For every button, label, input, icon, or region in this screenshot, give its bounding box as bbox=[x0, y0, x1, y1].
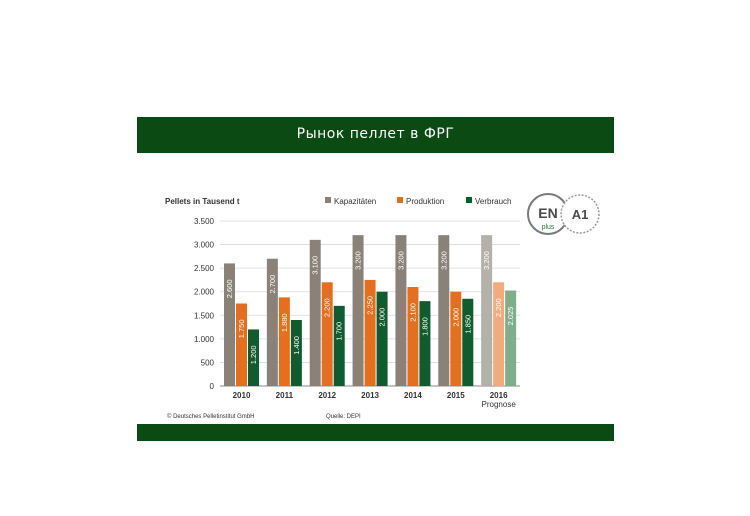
bar bbox=[419, 301, 431, 386]
y-tick-label: 2.000 bbox=[194, 288, 215, 297]
copyright-text: © Deutsches Pelletinstitut GmbH bbox=[167, 413, 254, 420]
bar bbox=[352, 235, 364, 386]
bar bbox=[376, 291, 388, 386]
bar-value-label: 1.750 bbox=[237, 320, 246, 339]
bar-value-label: 2.000 bbox=[378, 308, 387, 327]
source-text: Quelle: DEPI bbox=[326, 414, 361, 420]
footer-band bbox=[137, 424, 614, 441]
bar-value-label: 2.000 bbox=[451, 308, 460, 327]
bar bbox=[309, 239, 321, 386]
legend-swatch bbox=[397, 197, 403, 203]
x-tick-label: 2012 bbox=[318, 391, 336, 400]
bar-value-label: 3.200 bbox=[439, 251, 448, 270]
bar-value-label: 1.400 bbox=[292, 336, 301, 355]
x-tick-label: 2016 bbox=[490, 391, 508, 400]
bar bbox=[450, 291, 462, 386]
bar bbox=[321, 282, 333, 386]
bar-value-label: 1.850 bbox=[463, 315, 472, 334]
bar-value-label: 2.250 bbox=[366, 296, 375, 315]
x-tick-label: 2011 bbox=[276, 391, 294, 400]
bar-value-label: 3.200 bbox=[396, 251, 405, 270]
bar-value-label: 3.100 bbox=[311, 256, 320, 275]
y-tick-label: 3.000 bbox=[194, 241, 215, 250]
bar-value-label: 3.200 bbox=[482, 251, 491, 270]
bar bbox=[481, 235, 493, 386]
bar-value-label: 1.800 bbox=[420, 317, 429, 336]
bar-value-label: 1.880 bbox=[280, 313, 289, 332]
bar-value-label: 2.100 bbox=[408, 303, 417, 322]
y-axis-label: Pellets in Tausend t bbox=[165, 197, 240, 206]
bar bbox=[395, 235, 407, 386]
x-tick-note: Prognose bbox=[482, 400, 517, 409]
bar bbox=[493, 282, 505, 386]
bar bbox=[236, 303, 247, 386]
bar bbox=[290, 320, 302, 386]
bar-value-label: 2.200 bbox=[323, 298, 332, 317]
legend: Kapazitäten Produktion Verbrauch bbox=[325, 197, 511, 206]
y-tick-label: 1.500 bbox=[194, 311, 215, 320]
y-axis-ticks: 0 500 1.000 1.500 2.000 2.500 3.000 3.500 bbox=[194, 217, 215, 391]
legend-label: Produktion bbox=[406, 197, 444, 206]
logo-en-text: EN bbox=[538, 205, 557, 221]
bar bbox=[224, 263, 235, 386]
enplus-logo: EN plus A1 bbox=[527, 193, 600, 235]
bar-value-label: 2.025 bbox=[506, 307, 515, 326]
bar-value-label: 1.200 bbox=[249, 345, 258, 364]
legend-swatch bbox=[325, 197, 331, 203]
y-tick-label: 500 bbox=[201, 358, 215, 367]
legend-label: Kapazitäten bbox=[334, 197, 376, 206]
y-tick-label: 1.000 bbox=[194, 335, 215, 344]
logo-grade-text: A1 bbox=[572, 207, 589, 222]
bar-value-label: 2.700 bbox=[268, 275, 277, 294]
x-tick-label: 2010 bbox=[233, 391, 251, 400]
bar bbox=[248, 329, 259, 386]
logo-plus-text: plus bbox=[542, 224, 555, 231]
bar-value-label: 3.200 bbox=[354, 251, 363, 270]
x-tick-label: 2013 bbox=[361, 391, 379, 400]
legend-label: Verbrauch bbox=[475, 197, 511, 206]
y-tick-label: 2.500 bbox=[194, 264, 215, 273]
bar bbox=[333, 305, 345, 386]
bar bbox=[278, 297, 290, 386]
bar bbox=[438, 235, 450, 386]
y-tick-label: 3.500 bbox=[194, 217, 215, 226]
bar-value-label: 1.700 bbox=[335, 322, 344, 341]
x-tick-label: 2015 bbox=[447, 391, 465, 400]
legend-swatch bbox=[466, 197, 472, 203]
bar bbox=[505, 290, 517, 386]
bar bbox=[462, 298, 474, 386]
bar bbox=[364, 279, 376, 386]
y-tick-label: 0 bbox=[210, 382, 215, 391]
title-banner: Рынок пеллет в ФРГ bbox=[137, 117, 614, 153]
bar bbox=[266, 258, 278, 386]
bar bbox=[407, 287, 419, 386]
page-title: Рынок пеллет в ФРГ bbox=[296, 126, 455, 142]
bar-value-label: 2.200 bbox=[494, 298, 503, 317]
bar-value-label: 2.600 bbox=[225, 279, 234, 298]
x-tick-label: 2014 bbox=[404, 391, 422, 400]
